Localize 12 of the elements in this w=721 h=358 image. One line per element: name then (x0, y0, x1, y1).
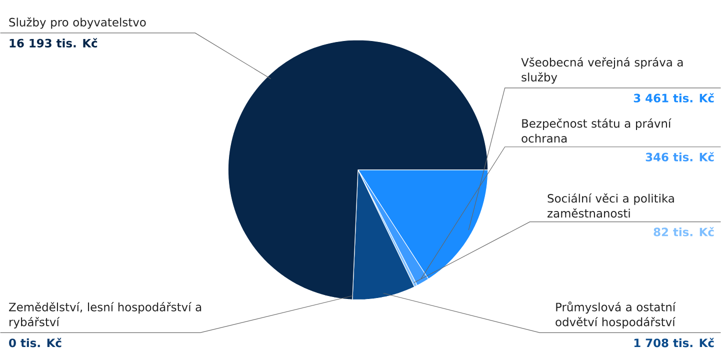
category-label: Zemědělství, lesní hospodářství a rybářství (9, 302, 202, 329)
data-label: 82 tis. Kč (654, 227, 714, 236)
slice-label: Bezpečnost státu a právní ochrana (522, 118, 672, 143)
data-label: 3 461 tis. Kč (634, 93, 714, 103)
text: 0 tis. Kč (9, 338, 62, 348)
slice-label: Průmyslová a ostatní odvětví hospodářství (556, 302, 676, 329)
slice-label: Všeobecná veřejná správa a služby (521, 57, 683, 84)
data-label: 16 193 tis. Kč (10, 38, 98, 48)
slice-label: Sociální věci a politika zaměstnanosti (548, 194, 674, 218)
slice-label: Služby pro obyvatelstvo (9, 17, 146, 29)
data-label: 346 tis. Kč (646, 152, 714, 162)
data-label: 1 708 tis. Kč (634, 338, 714, 348)
